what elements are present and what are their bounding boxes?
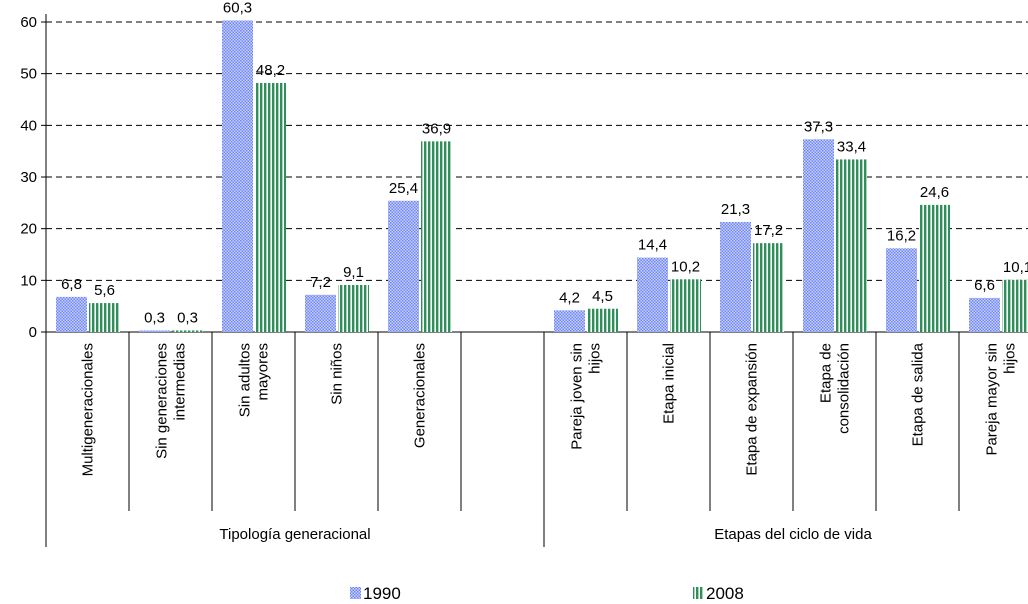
- category-label: Multigeneracionales: [80, 343, 97, 476]
- category-label: Etapa de expansión: [744, 343, 761, 476]
- legend-label: 1990: [363, 584, 401, 603]
- bar-1990: [554, 310, 585, 332]
- bar-2008: [919, 204, 950, 332]
- bar-1990: [803, 139, 834, 332]
- bar-2008: [172, 330, 203, 332]
- category-labels: Multigeneracionales Sin generaciones inter…: [80, 342, 1019, 543]
- data-label: 0,3: [144, 309, 165, 326]
- legend-swatch-2008: [693, 587, 704, 599]
- data-label: 24,6: [920, 184, 949, 201]
- data-label: 25,4: [389, 180, 418, 197]
- category-label: mayores: [255, 343, 272, 401]
- category-label: hijos: [587, 343, 604, 374]
- data-label: 6,6: [974, 277, 995, 294]
- data-label: 4,2: [559, 289, 580, 306]
- category-label: Sin niños: [329, 343, 346, 405]
- bar-2008: [89, 303, 120, 332]
- bar-1990: [222, 20, 253, 332]
- bar-2008: [836, 159, 867, 332]
- bar-2008: [587, 308, 618, 332]
- data-label: 7,2: [310, 274, 331, 291]
- group-label: Tipología generacional: [219, 526, 370, 543]
- y-tick-label: 20: [20, 221, 37, 238]
- category-label: Generacionales: [412, 343, 429, 448]
- data-label: 9,1: [343, 264, 364, 281]
- data-label: 36,9: [422, 120, 451, 137]
- category-label: Etapa de salida: [910, 342, 927, 446]
- category-label: Etapa inicial: [661, 343, 678, 424]
- y-tick-label: 30: [20, 169, 37, 186]
- bar-1990: [720, 221, 751, 332]
- bar-2008: [338, 284, 369, 332]
- bar-2008: [255, 82, 286, 332]
- bar-1990: [305, 294, 336, 332]
- data-label: 6,8: [61, 276, 82, 293]
- bar-1990: [637, 257, 668, 332]
- category-label: Pareja mayor sin: [984, 343, 1001, 456]
- legend-label: 2008: [706, 584, 744, 603]
- category-label: Pareja joven sin: [569, 343, 586, 450]
- category-label: Sin adultos: [237, 343, 254, 417]
- bar-2008: [670, 279, 701, 332]
- y-tick-label: 60: [20, 14, 37, 31]
- data-label: 10,2: [671, 258, 700, 275]
- group-label: Etapas del ciclo de vida: [714, 526, 872, 543]
- data-label: 60,3: [223, 0, 252, 16]
- data-label: 10,1: [1003, 259, 1028, 276]
- bar-1990: [886, 248, 917, 332]
- data-label: 5,6: [94, 282, 115, 299]
- bars: [56, 20, 1028, 332]
- y-tick-label: 40: [20, 117, 37, 134]
- bar-2008: [753, 243, 784, 332]
- data-label: 21,3: [721, 201, 750, 218]
- bar-1990: [388, 200, 419, 332]
- data-labels: 6,8 0,3 60,3 7,2 25,4 4,2 14,4 21,3 37,3 16,2 6,6 5…: [61, 0, 1028, 326]
- data-label: 33,4: [837, 138, 866, 155]
- legend: 1990 2008: [350, 584, 744, 603]
- category-label: intermedias: [172, 343, 189, 421]
- category-label: consolidación: [836, 343, 853, 434]
- data-label: 4,5: [592, 288, 613, 305]
- legend-swatch-1990: [350, 587, 361, 599]
- y-tick-label: 50: [20, 66, 37, 83]
- data-label: 48,2: [256, 62, 285, 79]
- y-tick-label: 10: [20, 272, 37, 289]
- data-label: 16,2: [887, 227, 916, 244]
- bar-1990: [56, 296, 87, 332]
- bar-1990: [969, 297, 1000, 332]
- bar-2008: [1002, 279, 1028, 332]
- y-tick-label: 0: [29, 324, 37, 341]
- data-label: 17,2: [754, 222, 783, 239]
- bar-1990: [139, 330, 170, 332]
- data-label: 37,3: [804, 118, 833, 135]
- data-label: 0,3: [177, 309, 198, 326]
- data-label: 14,4: [638, 237, 667, 254]
- category-label: Sin generaciones: [154, 343, 171, 459]
- category-label: hijos: [1002, 343, 1019, 374]
- category-label: Etapa de: [818, 343, 835, 403]
- gridlines: [46, 21, 1028, 281]
- bar-2008: [421, 141, 452, 332]
